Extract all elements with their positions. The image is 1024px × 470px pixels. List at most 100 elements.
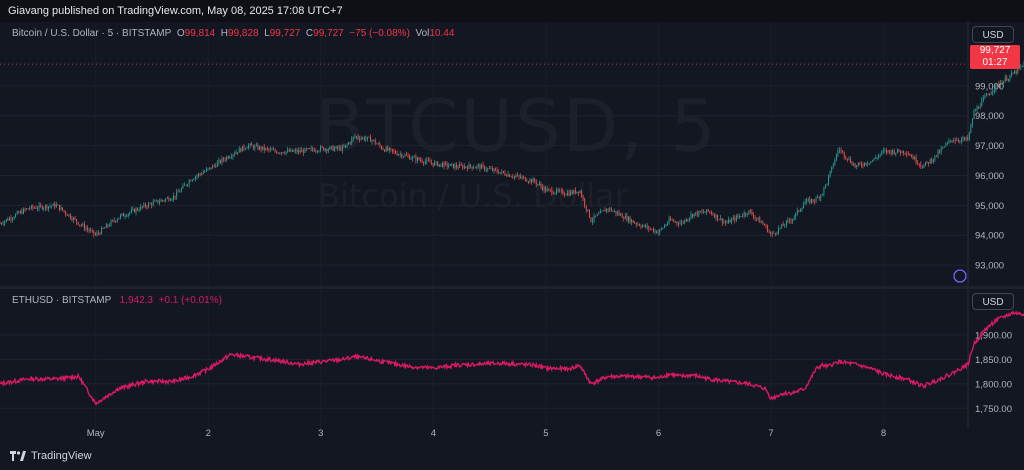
candle-body — [357, 136, 359, 139]
candle-body — [230, 156, 232, 158]
candle-body — [298, 150, 300, 153]
candle-body — [1022, 65, 1023, 67]
pane-divider[interactable] — [0, 286, 1024, 289]
candle-body — [810, 199, 812, 203]
candle-body — [218, 160, 220, 163]
candle-body — [481, 165, 482, 169]
candle-body — [521, 177, 523, 178]
candle-body — [793, 217, 795, 220]
candle-body — [409, 156, 411, 160]
candle-body — [393, 150, 395, 152]
candle-body — [423, 162, 425, 164]
candle-body — [54, 203, 56, 208]
candle-body — [341, 146, 343, 151]
candle-body — [348, 142, 350, 145]
y-tick-label: 1,750.00 — [975, 404, 1012, 415]
candle-body — [685, 219, 687, 221]
candle-body — [496, 169, 498, 173]
candle-body — [767, 225, 769, 232]
candle-body — [262, 146, 264, 150]
candle-body — [260, 146, 262, 150]
candle-body — [251, 143, 253, 146]
candle-body — [729, 219, 731, 223]
eth-currency-button[interactable]: USD — [972, 293, 1014, 310]
candle-body — [382, 148, 384, 150]
y-tick-label: 93,000 — [975, 261, 1004, 272]
x-tick-label: 4 — [431, 428, 436, 439]
candle-body — [545, 187, 547, 192]
candle-body — [1007, 79, 1009, 81]
candle-body — [621, 214, 623, 218]
candle-body — [734, 217, 736, 221]
candle-body — [906, 153, 908, 155]
candle-body — [706, 209, 708, 213]
candle-body — [113, 220, 115, 221]
candle-body — [846, 158, 848, 160]
candle-body — [884, 150, 886, 151]
candle-body — [23, 208, 24, 214]
candle-body — [681, 221, 683, 224]
candle-body — [820, 194, 822, 199]
candle-body — [407, 155, 409, 157]
candle-body — [188, 180, 190, 185]
candle-body — [936, 155, 937, 157]
candle-body — [785, 220, 787, 226]
candle-body — [310, 148, 312, 149]
tradingview-brand[interactable]: TradingView — [10, 450, 92, 462]
candle-body — [762, 222, 764, 225]
candle-body — [454, 165, 456, 169]
candle-body — [421, 160, 423, 163]
candle-body — [302, 150, 304, 153]
candle-body — [55, 204, 57, 208]
btc-currency-button[interactable]: USD — [972, 26, 1014, 43]
x-tick-label: 7 — [768, 428, 773, 439]
candle-body — [452, 163, 454, 169]
candle-body — [146, 206, 148, 208]
candle-body — [757, 217, 759, 219]
published-header: Giavang published on TradingView.com, Ma… — [0, 0, 1024, 22]
candle-body — [112, 220, 114, 222]
candle-body — [215, 165, 217, 167]
btc-price-panel[interactable]: BTCUSD, 5 Bitcoin / U.S. Dollar 93,000 94… — [0, 22, 1024, 286]
candle-body — [224, 159, 226, 161]
candle-body — [118, 217, 120, 220]
flash-icon — [953, 269, 967, 283]
eth-line-chart[interactable]: 1,750.00 1,800.00 1,850.00 1,900.00 — [0, 289, 1024, 428]
candle-body — [488, 168, 490, 170]
candle-body — [995, 84, 997, 90]
candle-body — [210, 167, 212, 169]
candle-body — [853, 163, 855, 166]
candle-body — [338, 147, 340, 149]
candle-body — [854, 163, 856, 167]
candle-body — [71, 218, 73, 221]
y-tick-label: 1,900.00 — [975, 330, 1012, 341]
candle-body — [418, 157, 420, 160]
btc-candlestick-chart[interactable]: 93,000 94,000 95,000 96,000 97,000 98,000 99,0… — [0, 22, 1024, 286]
candle-body — [778, 228, 780, 233]
candle-body — [492, 168, 493, 171]
candle-body — [196, 175, 198, 177]
candle-body — [98, 232, 99, 234]
candle-body — [149, 203, 151, 205]
candle-body — [800, 209, 801, 212]
time-axis[interactable]: May 2 3 4 5 6 7 8 — [0, 428, 1024, 448]
eth-compare-panel[interactable]: 1,750.00 1,800.00 1,850.00 1,900.00 ETHUSD … — [0, 289, 1024, 428]
candle-body — [848, 158, 850, 160]
candle-body — [335, 146, 337, 149]
candle-body — [48, 206, 49, 209]
candle-body — [465, 166, 467, 168]
candle-body — [887, 150, 889, 153]
candle-body — [477, 165, 479, 166]
candle-body — [377, 143, 379, 145]
candle-body — [656, 230, 658, 234]
time-axis-area[interactable]: May 2 3 4 5 6 7 8 — [0, 428, 1024, 470]
eth-legend: ETHUSD · BITSTAMP 1,942.3 +0.1 (+0.01%) — [12, 295, 222, 306]
candle-body — [424, 161, 426, 164]
candle-body — [490, 168, 492, 170]
candle-body — [184, 184, 185, 186]
candle-body — [240, 148, 242, 152]
candle-body — [168, 197, 170, 201]
candle-body — [132, 208, 134, 210]
candle-body — [321, 146, 323, 148]
candle-body — [596, 214, 598, 217]
